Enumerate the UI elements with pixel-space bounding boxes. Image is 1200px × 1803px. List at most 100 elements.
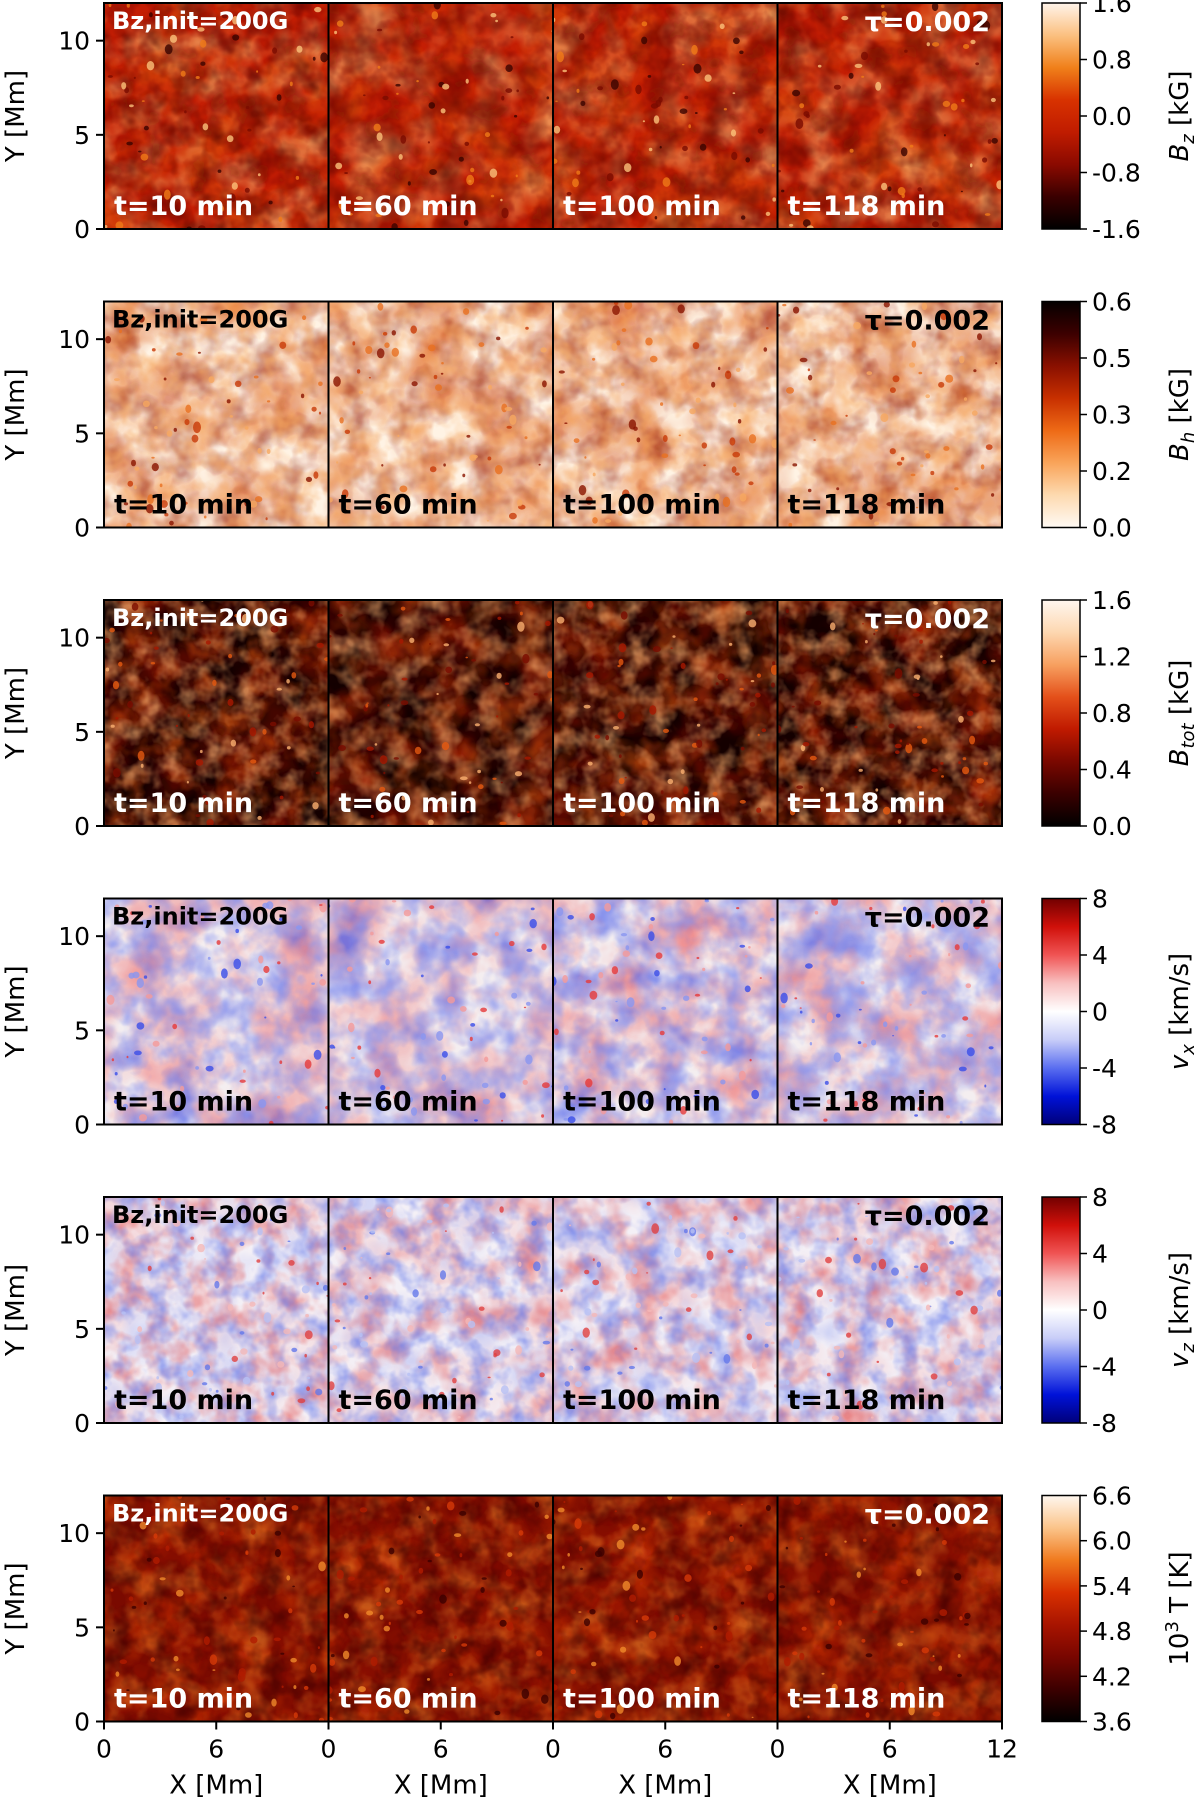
texture-layer <box>328 898 553 1125</box>
speckle <box>915 506 919 509</box>
speckle <box>152 1040 160 1047</box>
speckle <box>854 63 863 68</box>
speckle <box>128 1596 134 1602</box>
speckle <box>384 342 390 349</box>
speckle <box>306 1376 311 1379</box>
colorbar-tick-label: 0.8 <box>1092 699 1132 728</box>
speckle <box>231 182 238 190</box>
speckle <box>902 906 907 912</box>
y-axis-label: Y [Mm] <box>1 1264 31 1357</box>
speckle <box>921 1647 929 1654</box>
speckle <box>203 1636 210 1646</box>
panel-frame <box>776 300 1003 529</box>
speckle <box>847 1277 853 1285</box>
speckle <box>400 1386 408 1397</box>
speckle <box>141 919 148 925</box>
texture-layer <box>104 1197 329 1423</box>
speckle <box>739 1309 742 1311</box>
texture-layer <box>328 301 553 528</box>
speckle <box>499 1619 507 1627</box>
time-label: t=100 min <box>563 1385 721 1416</box>
speckle <box>376 348 385 359</box>
speckle <box>835 1013 841 1018</box>
speckle <box>814 910 819 915</box>
speckle <box>906 742 910 746</box>
speckle <box>910 1630 914 1633</box>
speckle <box>930 1373 938 1380</box>
speckle <box>811 1018 815 1024</box>
speckle <box>796 1216 800 1219</box>
speckle <box>793 211 798 214</box>
speckle <box>646 1272 649 1274</box>
speckle <box>151 463 159 472</box>
panel-temp-3 <box>553 1495 778 1722</box>
speckle <box>632 1523 640 1531</box>
speckle <box>358 1686 366 1693</box>
colorbar-tick-label: 0.0 <box>1092 102 1132 131</box>
speckle <box>761 728 767 733</box>
speckle <box>781 1004 786 1008</box>
speckle <box>443 643 450 647</box>
speckle <box>623 1321 628 1324</box>
time-label: t=10 min <box>114 1684 253 1715</box>
speckle <box>397 434 400 438</box>
speckle <box>898 1681 905 1692</box>
speckle <box>306 1386 310 1391</box>
texture-layer <box>777 301 1002 528</box>
speckle <box>895 750 900 754</box>
speckle <box>584 1308 592 1316</box>
speckle <box>494 465 503 475</box>
speckle <box>348 1576 355 1581</box>
speckle <box>497 616 502 620</box>
speckle <box>764 1343 769 1348</box>
speckle <box>233 958 241 970</box>
row-vz: t=10 min t=60 min t=100 min t=118 min Bz,ini… <box>1 1183 1199 1438</box>
speckle <box>441 362 444 365</box>
speckle <box>186 780 189 784</box>
speckle <box>206 818 214 826</box>
speckle <box>142 400 150 407</box>
speckle <box>802 742 810 747</box>
speckle <box>244 500 249 507</box>
speckle <box>870 1416 874 1419</box>
time-label: t=60 min <box>339 1684 478 1715</box>
speckle <box>894 634 898 637</box>
speckle <box>385 959 390 966</box>
speckle <box>941 1034 946 1038</box>
speckle <box>908 1706 915 1716</box>
speckle <box>863 1538 867 1542</box>
speckle <box>257 977 263 986</box>
speckle <box>281 1685 284 1689</box>
speckle <box>920 1262 929 1273</box>
speckle <box>985 444 993 450</box>
speckle <box>909 1003 912 1006</box>
speckle <box>547 671 553 679</box>
row-btot: t=10 min t=60 min t=100 min t=118 min Bz,ini… <box>1 586 1199 841</box>
speckle <box>320 974 323 977</box>
speckle <box>418 1567 424 1574</box>
speckle <box>414 746 422 755</box>
speckle <box>370 1230 376 1234</box>
speckle <box>632 1267 638 1275</box>
speckle <box>945 374 954 383</box>
speckle <box>765 211 771 216</box>
colorbar-bh <box>1041 300 1081 529</box>
colorbar-label: Btot [kG] <box>1165 660 1199 767</box>
speckle <box>336 20 344 27</box>
speckle <box>858 768 863 772</box>
speckle <box>596 1261 601 1268</box>
speckle <box>481 1577 487 1580</box>
speckle <box>598 972 604 979</box>
speckle <box>685 211 690 217</box>
speckle <box>182 501 188 505</box>
speckle <box>679 108 688 114</box>
speckle <box>132 971 140 979</box>
speckle <box>771 439 778 449</box>
speckle <box>238 210 242 215</box>
speckle <box>648 931 655 942</box>
speckle <box>428 819 434 826</box>
speckle <box>921 990 927 995</box>
speckle <box>487 456 492 461</box>
speckle <box>795 118 804 129</box>
